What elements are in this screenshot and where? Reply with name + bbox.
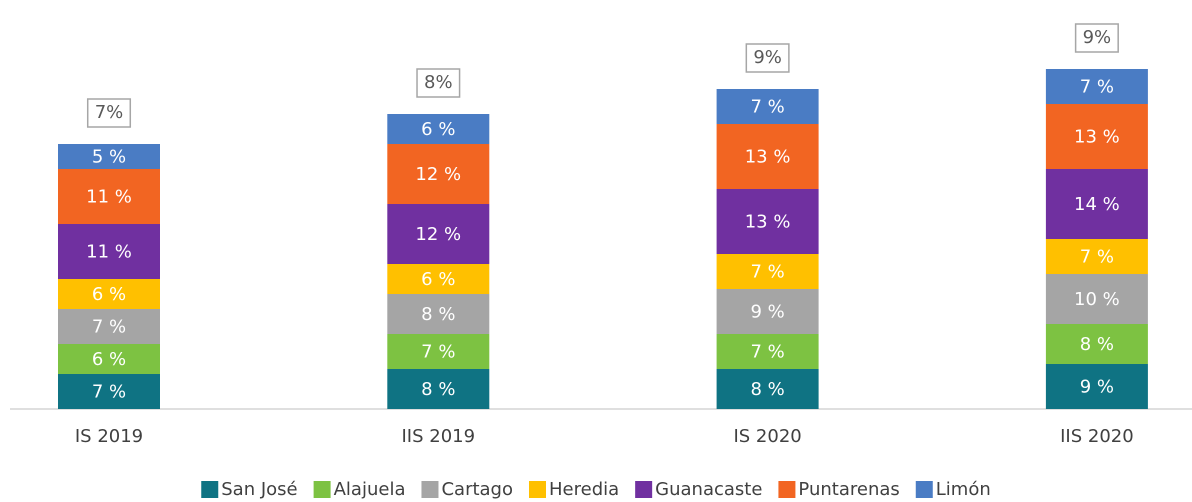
- value-label: 7 %: [1080, 77, 1114, 98]
- value-label: 12 %: [415, 224, 461, 245]
- x-tick-label: IS 2019: [75, 426, 143, 447]
- value-label: 7 %: [92, 317, 126, 338]
- value-label: 6 %: [421, 119, 455, 140]
- value-label: 8 %: [421, 379, 455, 400]
- bar-segment: [387, 369, 490, 409]
- bar-segment: [387, 144, 490, 204]
- legend-swatch: [313, 481, 331, 498]
- value-label: 6 %: [92, 349, 126, 370]
- bar-segment: [1045, 274, 1148, 324]
- total-label: 9%: [1083, 27, 1112, 48]
- value-label: 8 %: [421, 304, 455, 325]
- bar-segment: [1045, 104, 1148, 169]
- legend-label: Puntarenas: [798, 479, 899, 500]
- total-box: [416, 68, 461, 98]
- legend-swatch: [778, 481, 796, 498]
- bar-segment: [716, 89, 819, 124]
- value-label: 8 %: [1080, 334, 1114, 355]
- value-label: 11 %: [86, 187, 132, 208]
- bar-segment: [1045, 239, 1148, 274]
- bar-segment: [716, 189, 819, 254]
- total-label: 7%: [95, 102, 124, 123]
- legend-swatch: [915, 481, 933, 498]
- bar-segment: [387, 114, 490, 144]
- bar-segment: [716, 254, 819, 289]
- total-box: [86, 98, 132, 128]
- value-label: 5 %: [92, 147, 126, 168]
- bar-segment: [387, 294, 490, 334]
- bar-segment: [387, 204, 490, 264]
- value-label: 9 %: [1080, 377, 1114, 398]
- bar-segment: [716, 289, 819, 334]
- value-label: 7 %: [750, 342, 784, 363]
- bar-segment: [58, 309, 160, 344]
- total-label: 8%: [424, 72, 453, 93]
- bar-segment: [716, 124, 819, 189]
- legend-swatch: [201, 481, 219, 498]
- value-label: 13 %: [745, 147, 791, 168]
- value-label: 11 %: [86, 242, 132, 263]
- legend-swatch: [529, 481, 546, 498]
- bar-segment: [1045, 69, 1148, 104]
- bar-segment: [387, 334, 490, 369]
- legend-label: Heredia: [549, 479, 619, 500]
- value-label: 10 %: [1074, 289, 1120, 310]
- value-label: 6 %: [92, 284, 126, 305]
- x-tick-label: IIS 2019: [402, 426, 476, 447]
- bar-segment: [1045, 364, 1148, 409]
- value-label: 13 %: [1074, 127, 1120, 148]
- total-box: [1074, 23, 1119, 53]
- bar-segment: [58, 374, 160, 409]
- legend-label: San José: [221, 479, 297, 500]
- value-label: 7 %: [421, 342, 455, 363]
- total-label: 9%: [753, 47, 782, 68]
- value-label: 7 %: [750, 97, 784, 118]
- value-label: 6 %: [421, 269, 455, 290]
- value-label: 14 %: [1074, 194, 1120, 215]
- value-label: 13 %: [745, 212, 791, 233]
- legend-label: Guanacaste: [655, 479, 762, 500]
- x-tick-label: IS 2020: [733, 426, 801, 447]
- value-label: 7 %: [750, 262, 784, 283]
- bar-segment: [58, 224, 160, 279]
- value-label: 12 %: [415, 164, 461, 185]
- bar-segment: [58, 279, 160, 309]
- bar-segment: [716, 334, 819, 369]
- value-label: 7 %: [92, 382, 126, 403]
- legend-swatch: [421, 481, 439, 498]
- value-label: 7 %: [1080, 247, 1114, 268]
- value-label: 8 %: [750, 379, 784, 400]
- bar-segment: [58, 169, 160, 224]
- value-label: 9 %: [750, 302, 784, 323]
- legend-swatch: [635, 481, 653, 498]
- bar-segment: [1045, 169, 1148, 239]
- bar-segment: [387, 264, 490, 294]
- legend-label: Alajuela: [334, 479, 406, 500]
- bar-segment: [58, 344, 160, 374]
- bar-segment: [58, 144, 160, 169]
- x-tick-label: IIS 2020: [1060, 426, 1134, 447]
- total-box: [745, 43, 790, 73]
- bar-segment: [1045, 324, 1148, 364]
- legend-label: Limón: [936, 479, 991, 500]
- legend-label: Cartago: [441, 479, 513, 500]
- bar-segment: [716, 369, 819, 409]
